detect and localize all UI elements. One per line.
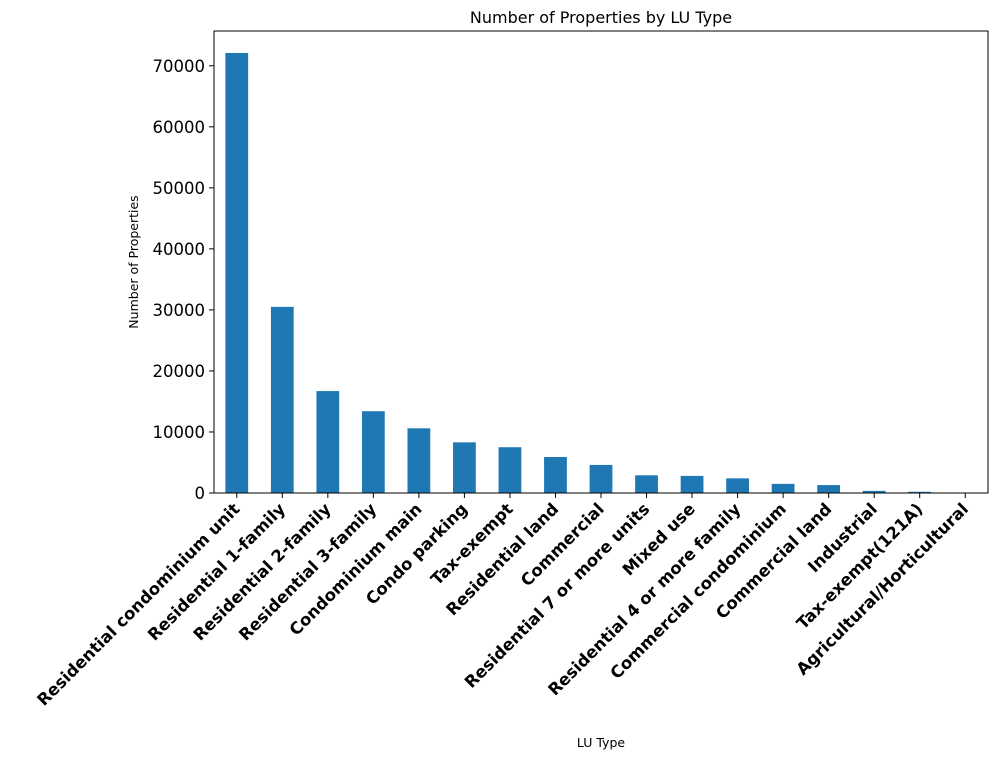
y-tick-label: 70000	[153, 57, 206, 76]
bar	[407, 428, 431, 493]
y-axis: 0 10000 20000 30000 40000 50000 60000 70000	[153, 57, 214, 503]
bar	[316, 391, 340, 493]
bar	[908, 491, 932, 493]
y-tick-label: 30000	[153, 301, 206, 320]
plot-frame	[213, 30, 989, 494]
bar	[726, 478, 749, 493]
x-axis: Residential condominium unitResidential …	[33, 493, 972, 710]
bars-group	[225, 52, 977, 493]
y-tick-label: 0	[195, 484, 206, 503]
y-tick-label: 50000	[153, 179, 206, 198]
bar	[225, 52, 249, 493]
chart-title: Number of Properties by LU Type	[470, 8, 732, 27]
y-tick-label: 20000	[153, 362, 206, 381]
bar	[817, 485, 841, 493]
bar	[361, 411, 385, 493]
bar	[544, 456, 567, 493]
bar	[270, 306, 294, 493]
bar	[680, 475, 704, 493]
bar	[771, 483, 795, 493]
x-tick-label: Residential condominium unit	[33, 499, 243, 709]
y-axis-label: Number of Properties	[126, 195, 141, 328]
y-tick-label: 10000	[153, 423, 206, 442]
bar	[589, 464, 613, 493]
y-tick-label: 60000	[153, 118, 206, 137]
bar	[635, 475, 658, 493]
bar	[862, 490, 886, 493]
x-axis-label: LU Type	[577, 735, 625, 750]
y-tick-label: 40000	[153, 240, 206, 259]
bar	[498, 447, 522, 493]
bar	[453, 442, 476, 493]
